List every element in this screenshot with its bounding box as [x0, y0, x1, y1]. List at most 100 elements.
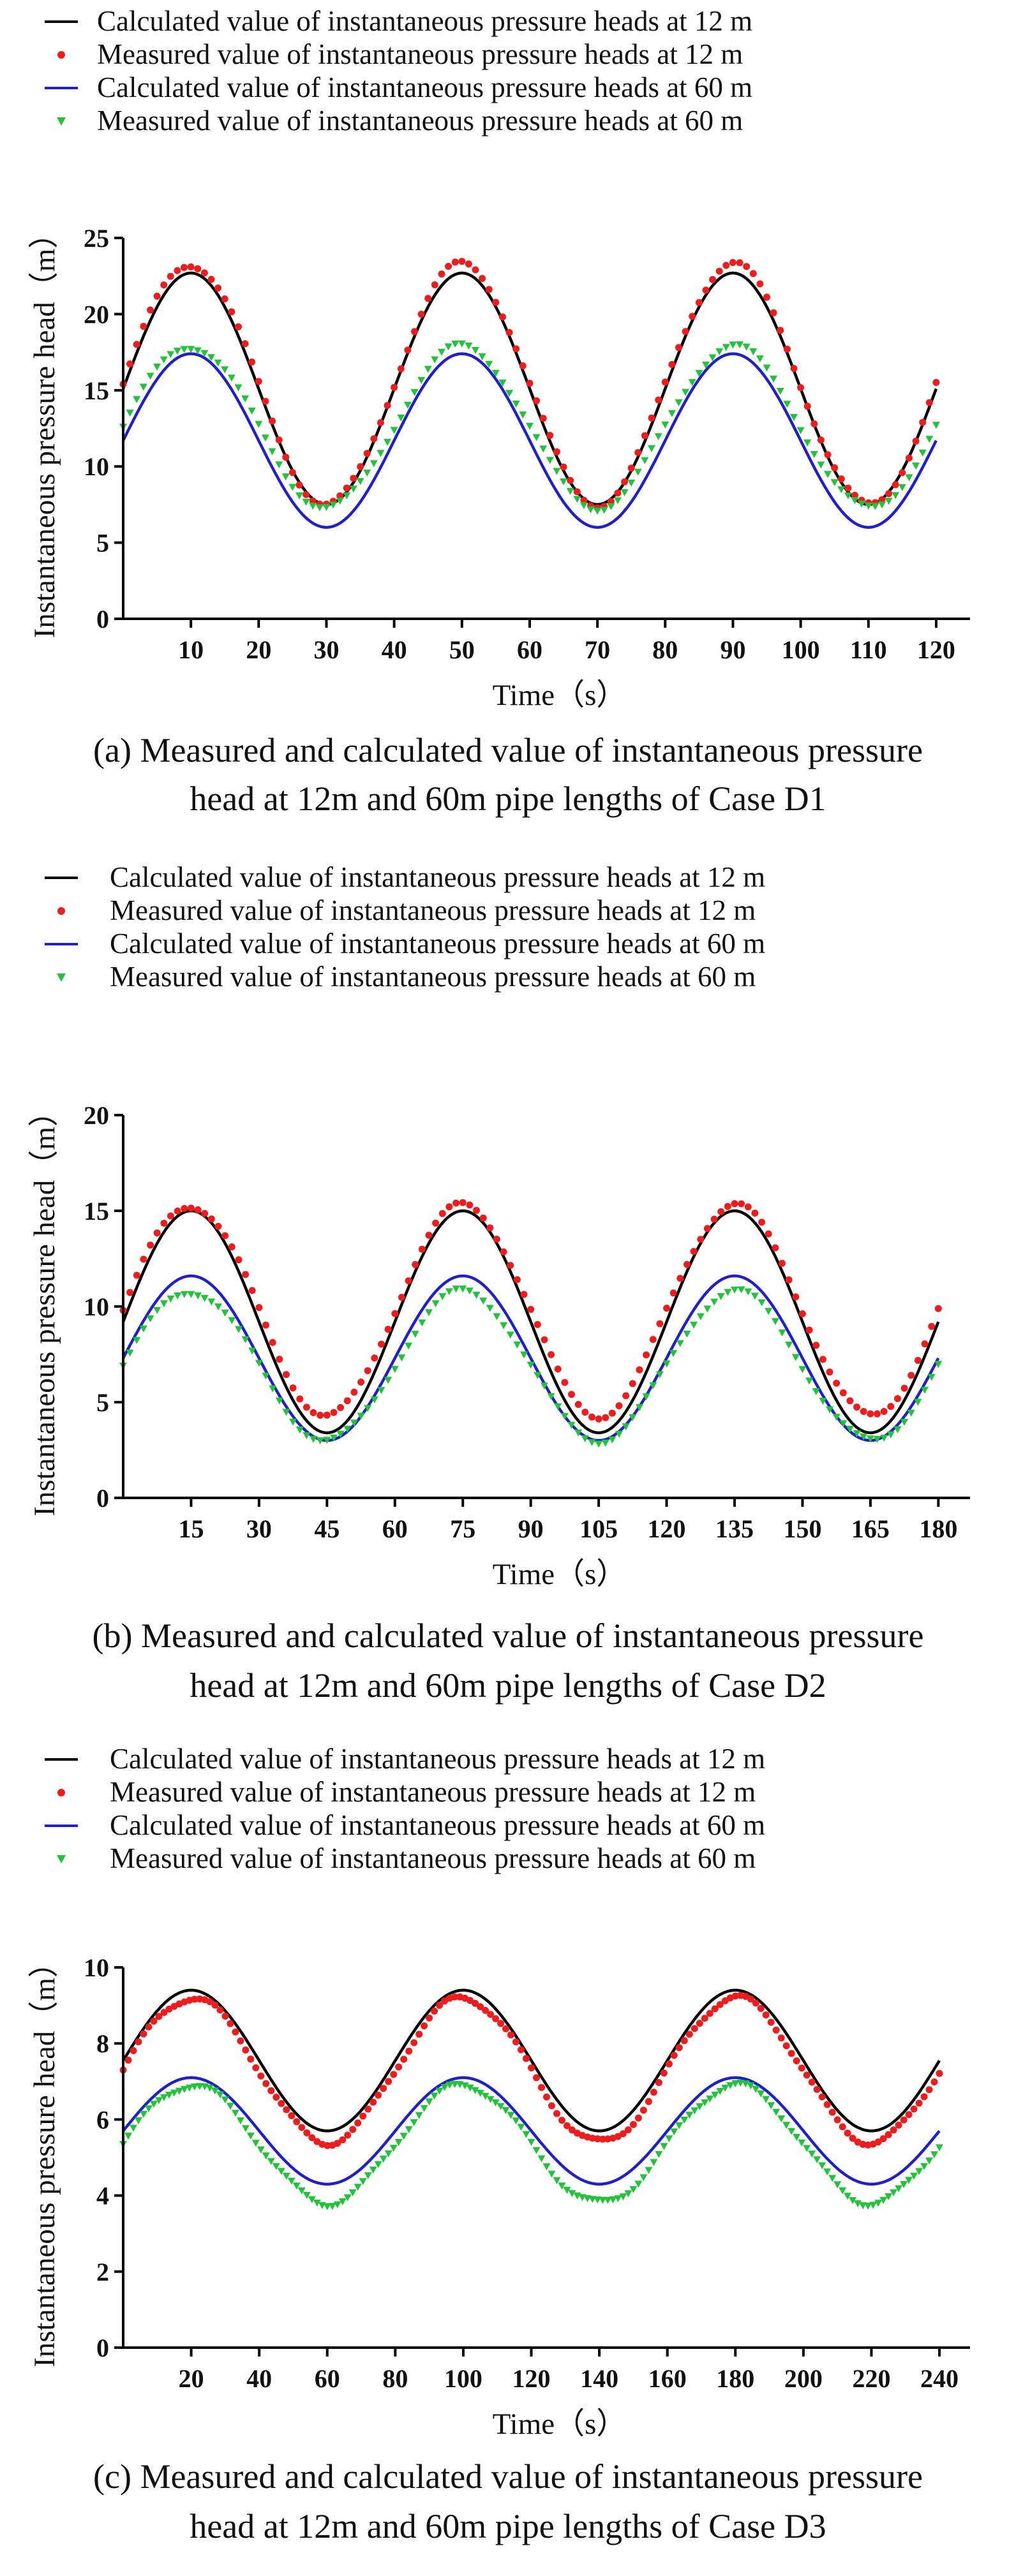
data-point [542, 2163, 551, 2171]
data-point [322, 503, 331, 511]
data-point [878, 496, 886, 503]
data-point [608, 1436, 616, 1444]
data-point [724, 1289, 732, 1296]
legend: Calculated value of instantaneous pressu… [45, 861, 765, 993]
data-point [879, 2135, 887, 2142]
data-point [459, 1199, 467, 1206]
data-point [925, 436, 934, 443]
data-point [200, 350, 209, 357]
data-point [140, 323, 147, 330]
data-point [175, 2087, 183, 2095]
data-point [359, 2112, 367, 2120]
data-point [731, 2080, 740, 2087]
data-point [629, 1380, 636, 1388]
data-point [405, 2126, 413, 2133]
data-point [899, 469, 906, 477]
data-point [885, 498, 893, 505]
data-point [675, 344, 682, 352]
data-point [167, 272, 174, 280]
data-point [619, 2130, 627, 2138]
data-point [614, 489, 622, 497]
data-point [639, 2106, 647, 2114]
data-point [641, 432, 648, 440]
data-point [187, 346, 195, 353]
data-point [452, 1199, 460, 1207]
data-point [837, 475, 845, 483]
data-point [737, 1286, 745, 1294]
data-point [624, 2126, 632, 2134]
data-point [915, 2099, 923, 2107]
data-point [272, 2163, 280, 2170]
data-point [767, 2018, 775, 2026]
data-point [702, 361, 710, 369]
data-point [574, 1429, 583, 1437]
caption-line-2: head at 12m and 60m pipe lengths of Case… [190, 1666, 826, 1705]
x-tick-label: 20 [246, 635, 271, 664]
data-point [777, 327, 784, 334]
data-point [282, 454, 290, 461]
data-point [833, 2181, 842, 2189]
data-point [818, 2162, 826, 2170]
data-point [864, 502, 872, 510]
data-point [914, 1357, 922, 1364]
data-point [772, 2026, 780, 2034]
data-point [643, 1351, 650, 1359]
y-tick-label: 5 [96, 1388, 109, 1417]
data-point [248, 408, 256, 415]
data-point [874, 2138, 882, 2146]
data-point [486, 2096, 495, 2103]
data-point [350, 1388, 358, 1396]
data-point [410, 2039, 418, 2047]
data-point [600, 507, 608, 514]
data-point [417, 311, 425, 318]
data-point [420, 2105, 428, 2112]
data-point [844, 492, 852, 500]
data-point [798, 1310, 806, 1317]
data-point [595, 1440, 603, 1448]
data-point [337, 1403, 345, 1411]
data-point [706, 2095, 714, 2103]
data-point [798, 2139, 806, 2147]
data-point [650, 2089, 657, 2096]
data-point [174, 1292, 182, 1299]
data-point [595, 1415, 602, 1423]
data-point [241, 1336, 250, 1344]
data-point [160, 1300, 168, 1308]
data-point [380, 2085, 387, 2092]
data-point [174, 1207, 181, 1215]
data-point [228, 1317, 236, 1324]
caption-line-1: (a) Measured and calculated value of ins… [93, 731, 923, 769]
data-point [701, 2099, 709, 2106]
data-point [349, 2126, 357, 2133]
data-point [558, 2182, 566, 2190]
data-point [622, 1392, 630, 1400]
series-calc_60 [122, 2076, 941, 2186]
data-point [385, 2078, 392, 2085]
data-point [309, 503, 317, 510]
data-point [900, 1419, 909, 1426]
data-point [431, 356, 439, 364]
data-point [497, 2103, 505, 2110]
data-point [655, 396, 662, 404]
data-point [507, 2112, 515, 2119]
data-point [147, 1241, 154, 1249]
data-point [364, 2105, 372, 2113]
data-point [560, 463, 567, 471]
data-point [522, 2131, 530, 2138]
data-point [751, 1210, 759, 1217]
data-point [607, 503, 615, 510]
data-point [792, 1293, 800, 1301]
data-point [377, 450, 385, 457]
data-point [255, 1304, 263, 1312]
data-point [528, 2064, 535, 2071]
data-point [609, 2196, 617, 2203]
data-point [688, 379, 696, 387]
data-point [371, 1354, 378, 1362]
chart-panel-a: Calculated value of instantaneous pressu… [28, 5, 970, 818]
data-point [744, 1203, 752, 1211]
caption: (a) Measured and calculated value of ins… [93, 731, 923, 818]
x-tick-label: 90 [720, 635, 745, 664]
data-point [303, 1403, 310, 1411]
data-point [930, 2078, 938, 2085]
